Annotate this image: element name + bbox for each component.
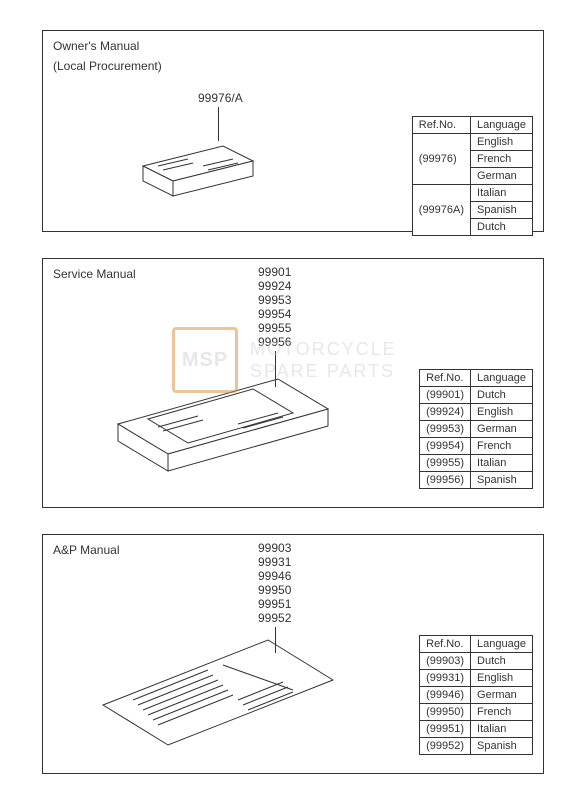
ap-leader [275, 627, 276, 653]
ap-book-icon [88, 630, 348, 770]
panel-ap-manual: A&P Manual 99903 99931 99946 99950 99951… [42, 534, 544, 774]
service-title: Service Manual [53, 267, 136, 281]
cell-ref: (99952) [420, 738, 471, 755]
cell-lang: Dutch [471, 219, 533, 236]
watermark-text: MOTORCYCLE SPARE PARTS [250, 338, 397, 382]
cell-ref: (99931) [420, 670, 471, 687]
cell-lang: Italian [471, 721, 533, 738]
table-row: (99976A)Italian [412, 185, 532, 202]
cell-ref: (99956) [420, 472, 471, 489]
cell-lang: French [471, 151, 533, 168]
cell-lang: German [471, 421, 533, 438]
owners-book-icon [133, 126, 263, 206]
watermark-badge-text: MSP [182, 349, 228, 372]
watermark-line1: MOTORCYCLE [250, 338, 397, 360]
cell-lang: German [471, 168, 533, 185]
cell-ref: (99903) [420, 653, 471, 670]
owners-title: Owner's Manual [53, 39, 139, 53]
cell-lang: English [471, 670, 533, 687]
cell-ref: (99976) [412, 134, 470, 185]
service-ref-table: Ref.No. Language (99901)Dutch (99924)Eng… [419, 369, 533, 489]
ap-callout-2: 99946 [258, 569, 291, 583]
table-header-row: Ref.No. Language [412, 117, 532, 134]
table-row: (99951)Italian [420, 721, 533, 738]
cell-ref: (99951) [420, 721, 471, 738]
watermark-line2: SPARE PARTS [250, 360, 397, 382]
ap-callout-0: 99903 [258, 541, 291, 555]
header-refno: Ref.No. [420, 370, 471, 387]
table-row: (99952)Spanish [420, 738, 533, 755]
ap-title: A&P Manual [53, 543, 120, 557]
cell-lang: Italian [471, 455, 533, 472]
cell-ref: (99924) [420, 404, 471, 421]
cell-lang: Italian [471, 185, 533, 202]
watermark: MSP MOTORCYCLE SPARE PARTS [170, 310, 420, 410]
table-row: (99976)English [412, 134, 532, 151]
table-row: (99924)English [420, 404, 533, 421]
ap-ref-table: Ref.No. Language (99903)Dutch (99931)Eng… [419, 635, 533, 755]
service-callout-1: 99924 [258, 279, 291, 293]
cell-ref: (99950) [420, 704, 471, 721]
cell-lang: Dutch [471, 653, 533, 670]
table-row: (99946)German [420, 687, 533, 704]
cell-ref: (99955) [420, 455, 471, 472]
cell-lang: Spanish [471, 202, 533, 219]
cell-lang: French [471, 704, 533, 721]
header-refno: Ref.No. [420, 636, 471, 653]
cell-lang: English [471, 404, 533, 421]
ap-callout-3: 99950 [258, 583, 291, 597]
cell-ref: (99953) [420, 421, 471, 438]
service-callout-2: 99953 [258, 293, 291, 307]
cell-lang: French [471, 438, 533, 455]
ap-callout-4: 99951 [258, 597, 291, 611]
table-header-row: Ref.No. Language [420, 636, 533, 653]
table-header-row: Ref.No. Language [420, 370, 533, 387]
table-row: (99954)French [420, 438, 533, 455]
header-language: Language [471, 636, 533, 653]
owners-subtitle: (Local Procurement) [53, 59, 162, 73]
owners-leader [218, 107, 219, 141]
table-row: (99903)Dutch [420, 653, 533, 670]
cell-lang: Dutch [471, 387, 533, 404]
ap-callout-5: 99952 [258, 611, 291, 625]
table-row: (99955)Italian [420, 455, 533, 472]
watermark-badge-icon: MSP [170, 325, 240, 395]
cell-ref: (99976A) [412, 185, 470, 236]
table-row: (99953)German [420, 421, 533, 438]
cell-ref: (99946) [420, 687, 471, 704]
table-row: (99901)Dutch [420, 387, 533, 404]
ap-callout-1: 99931 [258, 555, 291, 569]
cell-ref: (99954) [420, 438, 471, 455]
table-row: (99956)Spanish [420, 472, 533, 489]
table-row: (99950)French [420, 704, 533, 721]
cell-lang: English [471, 134, 533, 151]
header-language: Language [471, 117, 533, 134]
cell-lang: German [471, 687, 533, 704]
owners-callout: 99976/A [198, 91, 243, 105]
owners-ref-table: Ref.No. Language (99976)English French G… [412, 116, 533, 236]
header-language: Language [471, 370, 533, 387]
service-callout-0: 99901 [258, 265, 291, 279]
cell-lang: Spanish [471, 738, 533, 755]
cell-ref: (99901) [420, 387, 471, 404]
cell-lang: Spanish [471, 472, 533, 489]
header-refno: Ref.No. [412, 117, 470, 134]
table-row: (99931)English [420, 670, 533, 687]
panel-owners-manual: Owner's Manual (Local Procurement) 99976… [42, 30, 544, 232]
